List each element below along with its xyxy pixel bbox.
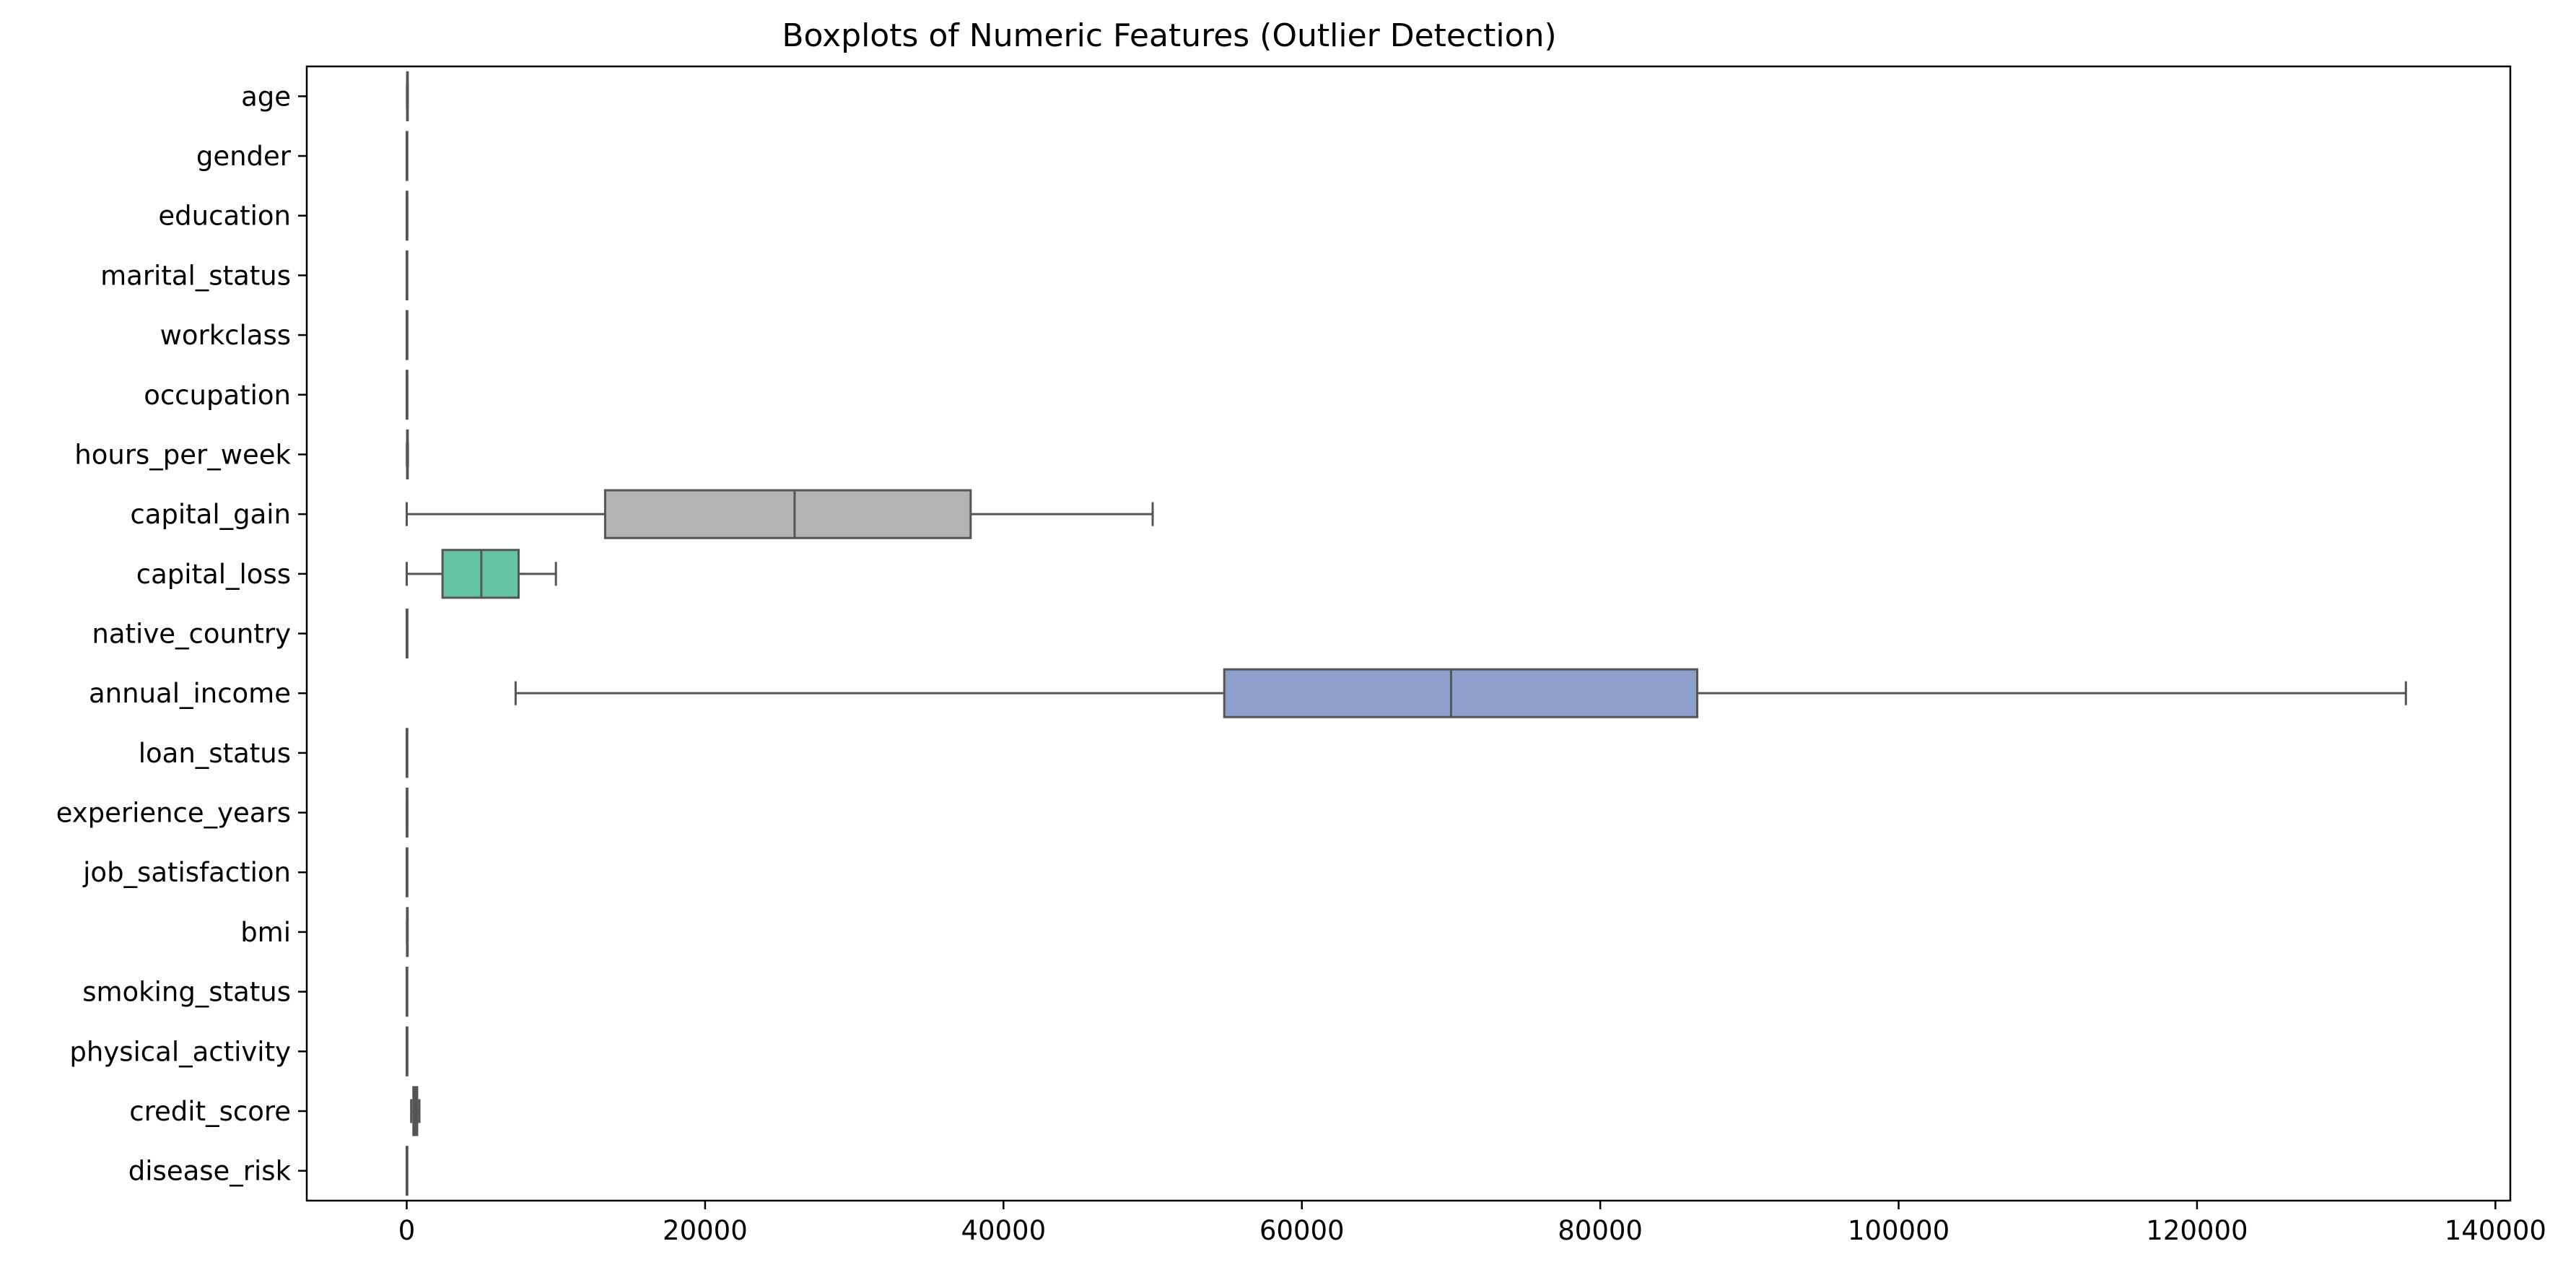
box-credit_score	[410, 1086, 421, 1136]
y-tick-label: bmi	[240, 917, 291, 948]
box-hours_per_week	[406, 429, 409, 480]
box-capital_loss	[405, 549, 557, 599]
y-tick-label: loan_status	[139, 738, 291, 769]
box-iqr	[1223, 668, 1698, 718]
box-loan_status	[405, 728, 409, 778]
y-tick-label: education	[158, 201, 291, 232]
box-occupation	[405, 370, 409, 420]
x-tick-label: 60000	[1259, 1215, 1345, 1246]
box-iqr	[603, 489, 972, 539]
y-axis: age gender education marital_status workclas…	[56, 81, 307, 1187]
box-experience_years	[405, 787, 409, 838]
y-tick-label: experience_years	[56, 798, 291, 829]
boxes-layer	[405, 71, 2407, 1196]
x-tick-label: 0	[398, 1215, 416, 1246]
x-tick-label: 120000	[2146, 1215, 2248, 1246]
box-disease_risk	[405, 1146, 409, 1196]
y-tick-label: hours_per_week	[74, 439, 291, 470]
y-tick-label: occupation	[144, 380, 291, 411]
box-education	[405, 191, 409, 241]
y-tick-label: capital_loss	[136, 559, 291, 590]
y-tick-label: job_satisfaction	[82, 857, 291, 888]
chart-title: Boxplots of Numeric Features (Outlier De…	[782, 17, 1556, 54]
x-axis: 0 20000 40000 60000 80000 100000 120000 140000	[398, 1201, 2546, 1246]
box-gender	[405, 131, 409, 181]
box-marital_status	[405, 250, 409, 300]
y-tick-label: disease_risk	[128, 1156, 292, 1187]
y-tick-label: gender	[196, 141, 292, 172]
plot-area-frame	[305, 65, 2512, 1202]
box-job_satisfaction	[406, 847, 409, 897]
x-tick-label: 140000	[2445, 1215, 2546, 1246]
box-age	[406, 71, 409, 121]
y-tick-label: smoking_status	[82, 977, 291, 1008]
box-physical_activity	[405, 1026, 409, 1076]
x-tick-label: 100000	[1848, 1215, 1950, 1246]
y-tick-label: physical_activity	[69, 1036, 291, 1067]
y-tick-label: native_country	[92, 619, 291, 650]
box-capital_gain	[405, 489, 1154, 539]
x-tick-label: 40000	[961, 1215, 1046, 1246]
box-native_country	[405, 608, 409, 659]
box-workclass	[405, 310, 409, 360]
y-tick-label: workclass	[160, 320, 291, 351]
y-tick-label: capital_gain	[130, 499, 291, 530]
box-annual_income	[514, 668, 2407, 718]
x-tick-label: 20000	[663, 1215, 748, 1246]
box-bmi	[406, 907, 409, 957]
y-tick-label: annual_income	[89, 678, 291, 709]
box-smoking_status	[405, 967, 409, 1017]
y-tick-label: age	[241, 81, 291, 112]
y-tick-label: marital_status	[100, 260, 291, 291]
y-tick-label: credit_score	[129, 1096, 291, 1127]
x-tick-label: 80000	[1558, 1215, 1643, 1246]
